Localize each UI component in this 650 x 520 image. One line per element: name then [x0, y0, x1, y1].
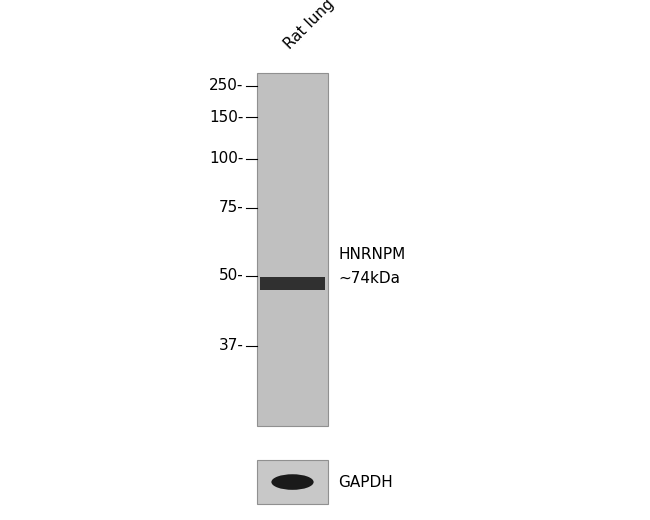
Text: 150-: 150-	[209, 110, 244, 124]
Text: HNRNPM: HNRNPM	[338, 248, 405, 262]
Bar	[260, 277, 325, 290]
Text: 100-: 100-	[209, 151, 244, 166]
Text: 37-: 37-	[219, 339, 244, 353]
Text: ~74kDa: ~74kDa	[338, 271, 400, 285]
Text: Rat lung: Rat lung	[282, 0, 337, 52]
Bar	[257, 73, 328, 426]
Ellipse shape	[272, 474, 313, 490]
Text: GAPDH: GAPDH	[338, 475, 393, 489]
Bar	[257, 460, 328, 504]
Text: 50-: 50-	[219, 268, 244, 283]
Text: 75-: 75-	[219, 201, 244, 215]
Text: 250-: 250-	[209, 79, 244, 93]
